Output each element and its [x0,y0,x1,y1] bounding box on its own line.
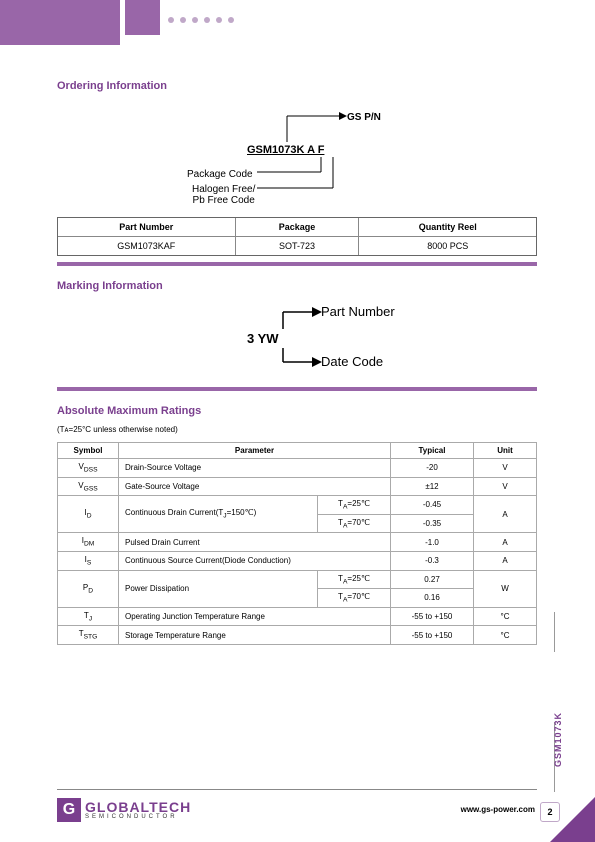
marking-code: 3 YW [247,331,279,346]
ratings-typ: -20 [391,459,474,478]
ratings-cond: TA=25℃ [318,570,391,589]
marking-diagram: 3 YW Part Number Date Code [57,302,537,372]
marking-datecode-label: Date Code [321,354,383,369]
ratings-sym: TJ [58,607,119,626]
footer-rule [57,789,537,790]
logo-subtext: SEMICONDUCTOR [85,814,191,820]
ratings-typ: -55 to +150 [391,607,474,626]
ratings-typ: -0.3 [391,551,474,570]
ratings-unit: V [474,477,537,496]
ratings-param: Power Dissipation [119,570,318,607]
ratings-typ: -0.45 [391,496,474,515]
divider-1 [57,262,537,266]
ratings-unit: W [474,570,537,607]
marking-partnum-label: Part Number [321,304,395,319]
ratings-unit: °C [474,626,537,645]
ratings-unit: A [474,533,537,552]
ratings-unit: V [474,459,537,478]
marking-title: Marking Information [57,280,537,292]
ratings-typ: ±12 [391,477,474,496]
ratings-sym: ID [58,496,119,533]
header-decoration-1 [0,0,120,45]
side-label: GSM1073K [553,712,563,767]
header-decoration-2 [125,0,160,35]
ratings-cond: TA=70℃ [318,514,391,533]
ratings-param: Drain-Source Voltage [119,459,391,478]
ratings-typ: -1.0 [391,533,474,552]
ordering-td-qty: 8000 PCS [359,237,537,256]
ratings-title: Absolute Maximum Ratings [57,405,537,417]
ratings-unit: °C [474,607,537,626]
ratings-note: (Tᴀ=25°C unless otherwise noted) [57,425,537,434]
ratings-unit: A [474,551,537,570]
footer-url: www.gs-power.com [461,805,535,814]
ratings-typ: -55 to +150 [391,626,474,645]
ordering-th-package: Package [235,218,359,237]
ratings-cond: TA=25℃ [318,496,391,515]
ratings-typ: 0.16 [391,589,474,608]
ratings-table: Symbol Parameter Typical Unit VDSSDrain-… [57,442,537,645]
ratings-param: Operating Junction Temperature Range [119,607,391,626]
footer-logo: G GLOBALTECH SEMICONDUCTOR [57,798,191,822]
ratings-param: Continuous Source Current(Diode Conducti… [119,551,391,570]
ordering-diagram: GSM1073K A F GS P/N Package Code Halogen… [57,102,537,202]
ordering-title: Ordering Information [57,80,537,92]
ratings-param: Gate-Source Voltage [119,477,391,496]
ratings-sym: TSTG [58,626,119,645]
ratings-sym: IDM [58,533,119,552]
ratings-cond: TA=70℃ [318,589,391,608]
ordering-halogen-label: Halogen Free/ Pb Free Code [192,184,255,206]
side-line-2 [554,612,555,652]
header-dots [165,15,237,25]
ordering-th-qty: Quantity Reel [359,218,537,237]
main-content: Ordering Information GSM1073K A F GS P/N… [57,80,537,645]
ratings-th-unit: Unit [474,443,537,459]
ratings-typ: -0.35 [391,514,474,533]
ordering-part-number: GSM1073K A F [247,144,324,156]
ordering-gspn-label: GS P/N [347,112,381,123]
ordering-td-package: SOT-723 [235,237,359,256]
logo-brand: GLOBALTECH [85,800,191,814]
corner-decoration [550,797,595,842]
ordering-td-partnumber: GSM1073KAF [58,237,236,256]
ratings-th-parameter: Parameter [119,443,391,459]
ratings-param: Storage Temperature Range [119,626,391,645]
ordering-package-code-label: Package Code [187,169,253,180]
ordering-th-partnumber: Part Number [58,218,236,237]
ratings-param: Pulsed Drain Current [119,533,391,552]
ratings-sym: VDSS [58,459,119,478]
ordering-table: Part Number Package Quantity Reel GSM107… [57,217,537,256]
ratings-th-symbol: Symbol [58,443,119,459]
ratings-sym: PD [58,570,119,607]
ratings-unit: A [474,496,537,533]
ratings-sym: VGSS [58,477,119,496]
ratings-param: Continuous Drain Current(TJ=150℃) [119,496,318,533]
logo-icon: G [57,798,81,822]
ratings-typ: 0.27 [391,570,474,589]
ratings-sym: IS [58,551,119,570]
ratings-th-typical: Typical [391,443,474,459]
divider-2 [57,387,537,391]
